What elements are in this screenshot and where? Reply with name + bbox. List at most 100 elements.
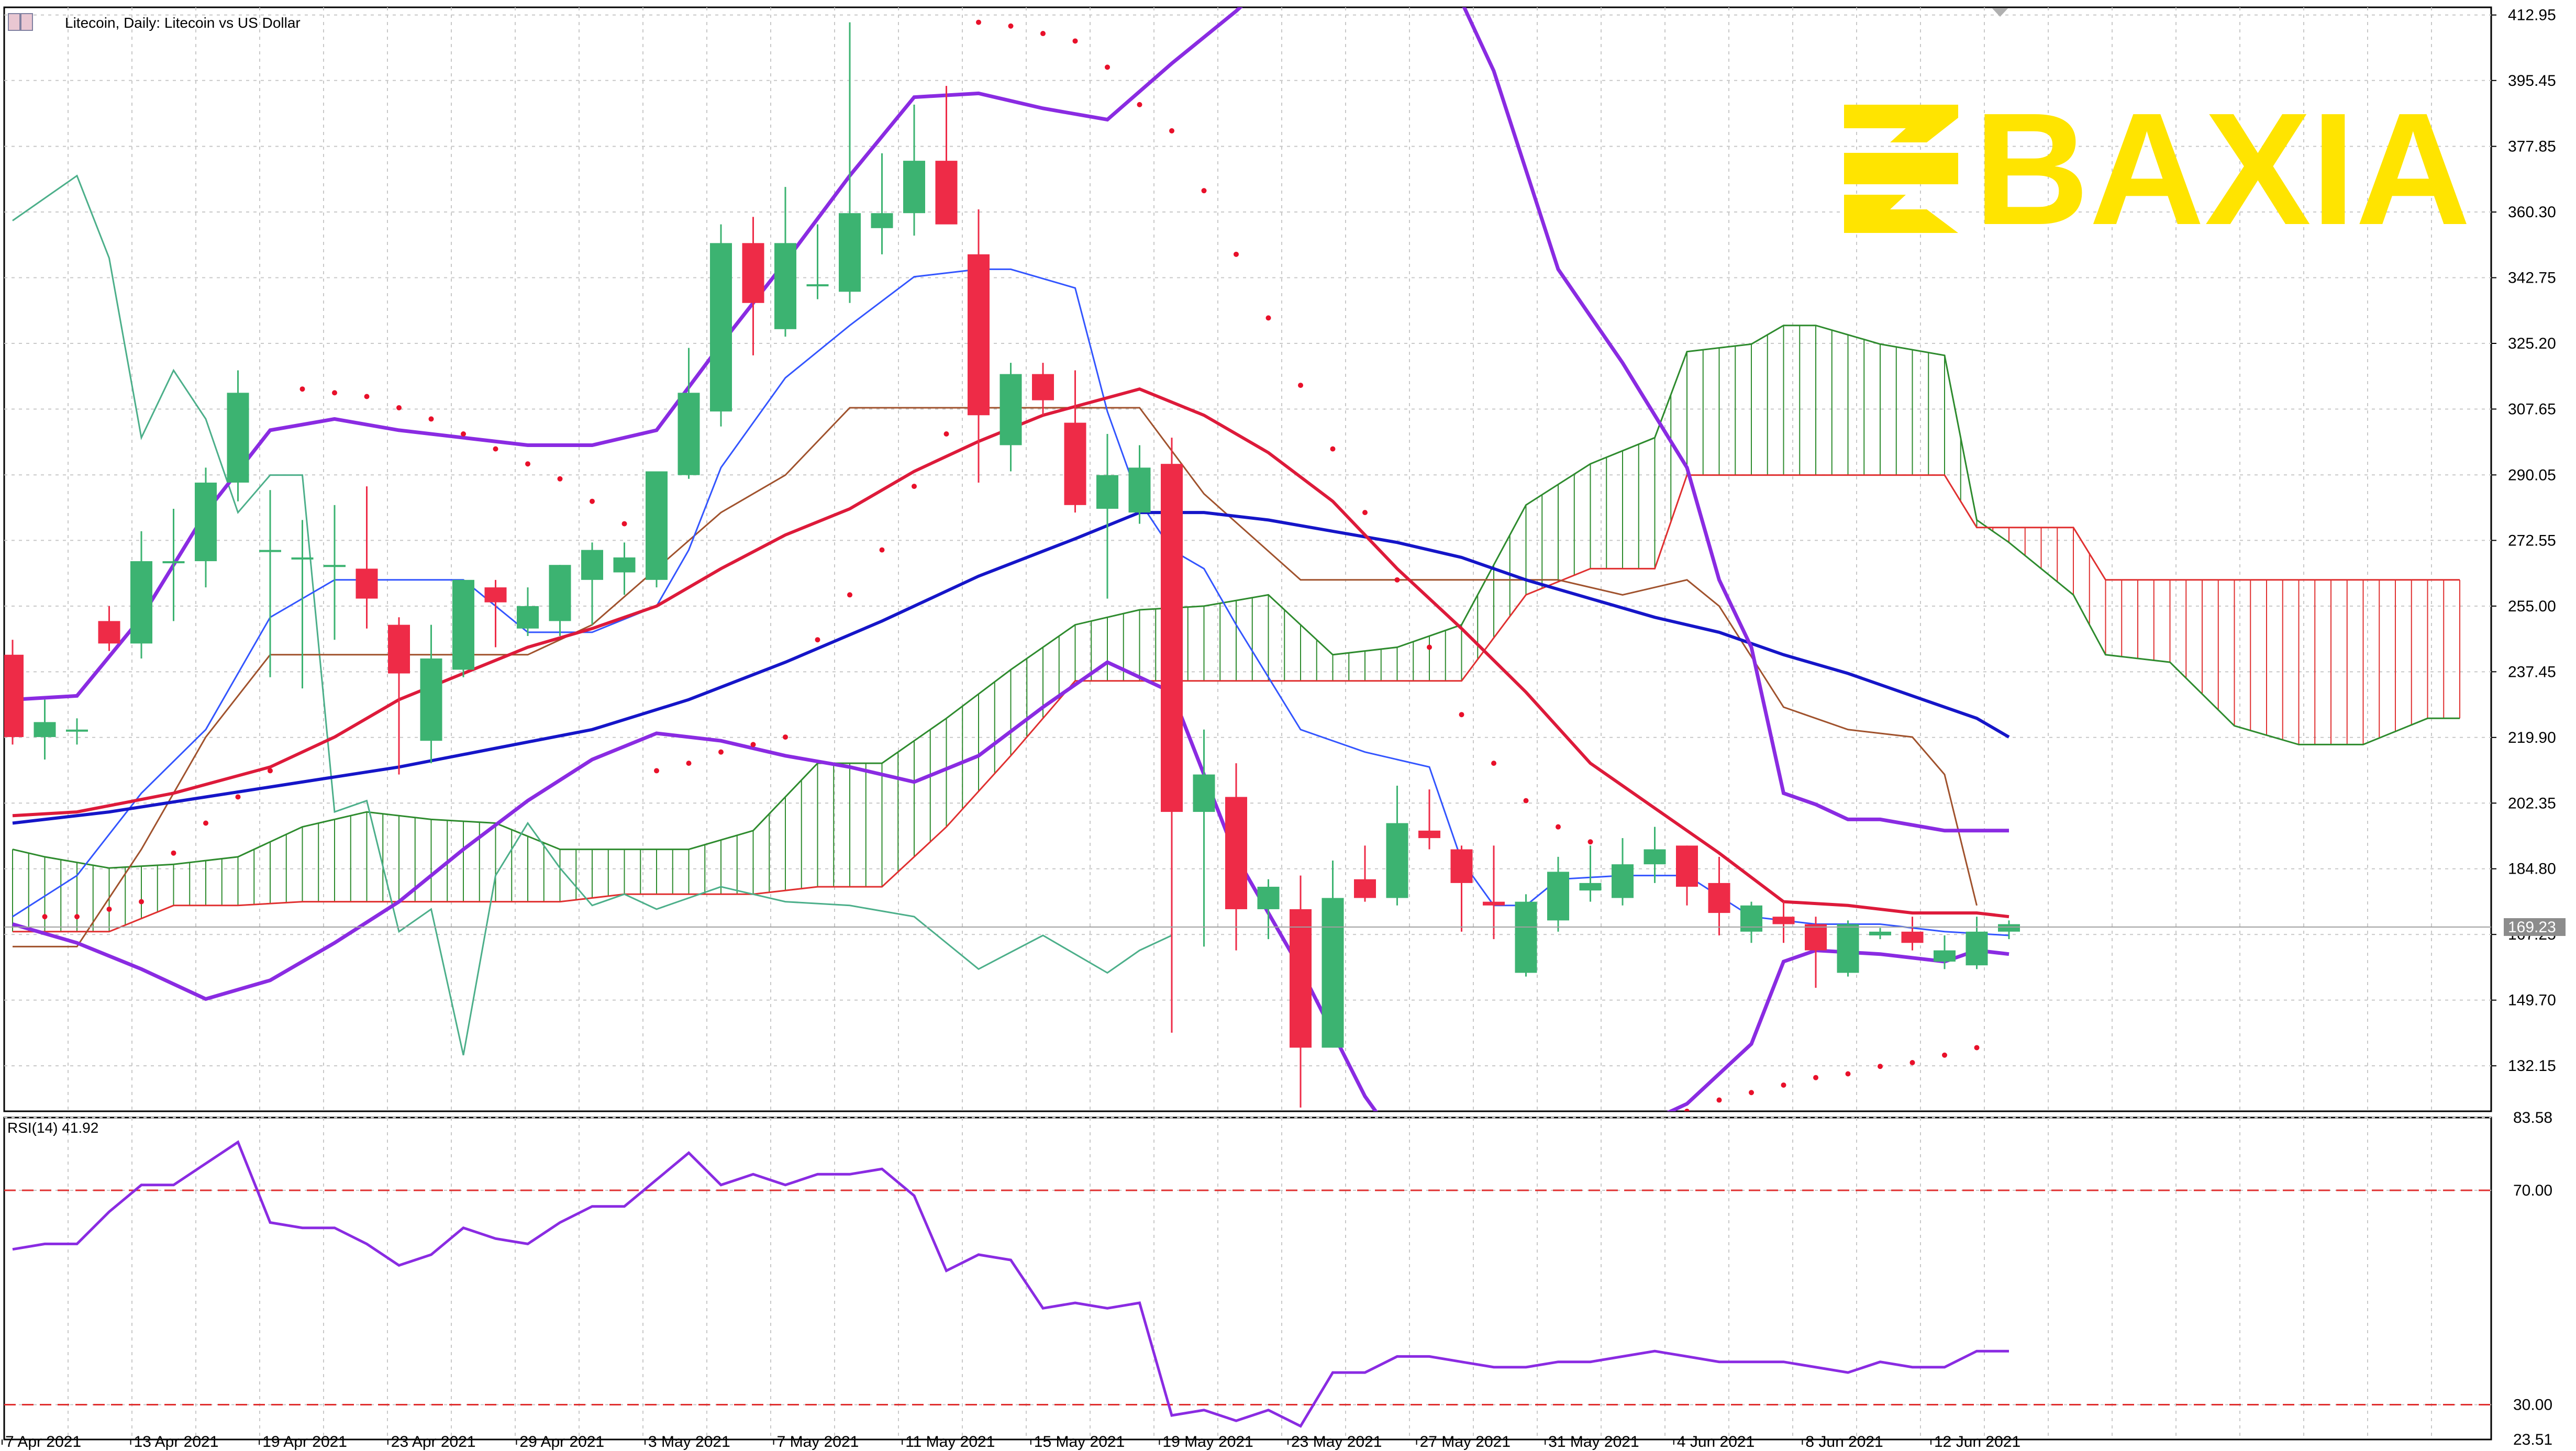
psar-dot [1008, 23, 1014, 29]
kijun-sen [13, 407, 1978, 947]
date-tick-label: 15 May 2021 [1034, 1433, 1125, 1450]
psar-dot [718, 749, 724, 755]
candle-body [324, 565, 346, 567]
psar-dot [299, 386, 305, 392]
psar-dot [1909, 1060, 1915, 1066]
psar-dot [1813, 1075, 1818, 1080]
parabolic-sar [42, 19, 1980, 1111]
price-tick-label: 149.70 [2508, 992, 2556, 1009]
psar-dot [686, 761, 692, 766]
candle-body [903, 161, 925, 214]
rsi-indicator-label: RSI(14) 41.92 [7, 1120, 98, 1136]
psar-dot [525, 461, 530, 467]
psar-dot [1684, 1109, 1690, 1111]
rsi-tick-label: 30.00 [2513, 1397, 2552, 1414]
psar-dot [139, 899, 144, 905]
main-panel-frame [3, 6, 2492, 1112]
psar-dot [847, 592, 852, 598]
psar-dot [1716, 1097, 1722, 1103]
candle-body [130, 561, 152, 644]
price-tick-label: 377.85 [2508, 138, 2556, 155]
candle-body [1128, 467, 1151, 513]
candle-body [1322, 898, 1344, 1048]
psar-dot [1201, 188, 1207, 194]
price-tick-label: 360.30 [2508, 204, 2556, 221]
rsi-tick-label: 83.58 [2513, 1109, 2552, 1126]
candle-body [774, 243, 796, 329]
psar-dot [74, 914, 80, 920]
psar-dot [557, 476, 563, 482]
price-tick-label: 184.80 [2508, 861, 2556, 878]
psar-dot [493, 446, 498, 452]
candle-body [1772, 917, 1795, 924]
psar-dot [268, 768, 273, 774]
chart-menu-icon[interactable] [8, 13, 33, 31]
psar-dot [815, 637, 820, 643]
candle-body [1418, 830, 1440, 839]
candle-body [968, 254, 990, 416]
candle-body [1708, 883, 1730, 913]
candle-body [678, 393, 700, 475]
candle-body [935, 161, 958, 225]
price-tick-label: 307.65 [2508, 400, 2556, 418]
price-tick-label: 272.55 [2508, 532, 2556, 549]
price-tick-label: 342.75 [2508, 270, 2556, 287]
candle-body [1483, 901, 1505, 906]
psar-dot [1137, 102, 1142, 107]
candle-body [98, 621, 120, 644]
psar-dot [332, 390, 337, 396]
date-tick-label: 11 May 2021 [905, 1433, 995, 1450]
candle-body [742, 243, 764, 303]
candle-body [291, 557, 314, 560]
date-tick-label: 19 May 2021 [1162, 1433, 1253, 1450]
psar-dot [621, 521, 627, 527]
psar-dot [1072, 38, 1078, 44]
main-grid [4, 7, 2491, 1111]
date-tick-label: 23 May 2021 [1291, 1433, 1382, 1450]
candle-body [1869, 931, 1891, 935]
current-price-badge-bg [2504, 918, 2566, 936]
psar-dot [1330, 446, 1336, 452]
date-tick-label: 12 Jun 2021 [1934, 1433, 2020, 1450]
candle-body [646, 471, 668, 580]
candle-body [1354, 879, 1376, 898]
price-axis: 412.95 395.45 377.85 360.30 342.75 325.20 307.… [2491, 7, 2556, 1075]
rsi-axis: 83.58 70.00 30.00 23.51 [2513, 1109, 2552, 1448]
baxia-logo-icon [1844, 105, 1958, 233]
chart-shift-marker[interactable] [1992, 8, 2008, 17]
date-tick-label: 31 May 2021 [1548, 1433, 1639, 1450]
price-tick-label: 237.45 [2508, 663, 2556, 680]
candle-body [259, 550, 281, 552]
current-price-badge: 169.23 [2504, 918, 2566, 936]
psar-dot [42, 914, 48, 920]
candle-body [452, 579, 474, 670]
candle-body [1386, 823, 1408, 898]
candle-body [1644, 849, 1666, 865]
candle-body [34, 722, 56, 738]
rsi-panel-frame [3, 1117, 2492, 1441]
psar-dot [1974, 1045, 1980, 1051]
psar-dot [1169, 128, 1174, 133]
psar-dot [396, 405, 402, 410]
candle-body [806, 284, 829, 287]
psar-dot [783, 734, 788, 740]
bollinger-lower [12, 660, 2009, 1111]
candle-body [1966, 931, 1988, 966]
psar-dot [1394, 577, 1400, 583]
psar-dot [1556, 824, 1561, 830]
candle-body [871, 213, 893, 228]
psar-dot [364, 394, 370, 399]
psar-dot [1749, 1090, 1754, 1096]
candle-body [839, 213, 861, 292]
rsi-tick-label: 23.51 [2513, 1431, 2552, 1448]
psar-dot [1523, 798, 1529, 803]
psar-dot [428, 416, 434, 422]
candle-body [1901, 931, 1924, 943]
date-tick-label: 3 May 2021 [648, 1433, 730, 1450]
candle-body [1161, 464, 1183, 812]
psar-dot [1040, 31, 1046, 37]
chikou-span [12, 174, 1172, 1056]
candle-body [1547, 872, 1569, 921]
menu-icon-right [20, 13, 33, 31]
